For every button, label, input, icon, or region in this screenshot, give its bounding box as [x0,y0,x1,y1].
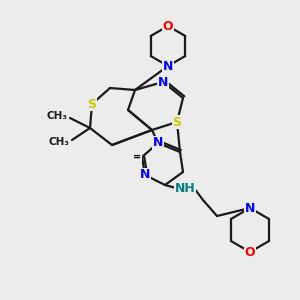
Text: =: = [133,152,141,162]
Text: N: N [153,136,163,149]
Text: O: O [245,245,255,259]
Text: N: N [158,76,168,88]
Text: CH₃: CH₃ [46,111,68,121]
Text: N: N [140,169,150,182]
Text: S: S [88,98,97,110]
Text: NH: NH [175,182,195,194]
Text: N: N [245,202,255,214]
Text: O: O [163,20,173,32]
Text: CH₃: CH₃ [49,137,70,147]
Text: N: N [163,59,173,73]
Text: S: S [172,116,182,128]
